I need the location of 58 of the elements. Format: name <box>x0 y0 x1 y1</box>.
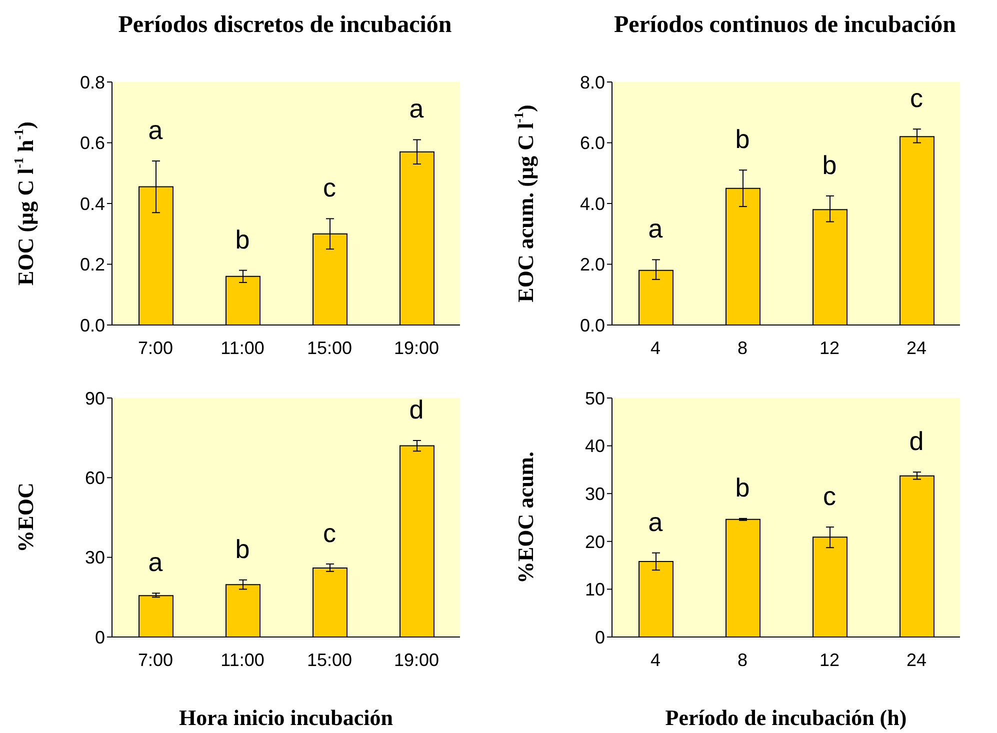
y-tick-label: 4.0 <box>580 194 605 214</box>
y-tick-label: 0.0 <box>580 315 605 336</box>
x-tick-label: 15:00 <box>306 338 352 358</box>
annotation: c <box>323 172 336 203</box>
annotation: a <box>148 114 164 145</box>
x-tick-label: 11:00 <box>220 650 264 670</box>
y-tick-label: 8.0 <box>580 72 605 92</box>
annotation: c <box>823 481 836 512</box>
annotation: a <box>648 506 664 537</box>
x-tick-label: 12 <box>819 650 840 670</box>
y-axis-title: %EOC <box>13 482 38 552</box>
x-tick-label: 11:00 <box>220 338 264 358</box>
y-tick-label: 10 <box>584 580 605 600</box>
y-tick-label: 0.0 <box>80 315 105 336</box>
y-tick-label: 2.0 <box>580 254 605 275</box>
chart-title: Períodos continuos de incubación <box>612 12 958 39</box>
y-tick-label: 0 <box>94 627 105 648</box>
x-axis-title: Período de incubación (h) <box>664 705 908 731</box>
y-tick-label: 20 <box>584 532 605 552</box>
x-tick-label: 4 <box>650 338 661 358</box>
annotation: b <box>822 150 837 180</box>
annotation: d <box>909 426 924 456</box>
y-tick-label: 90 <box>84 388 105 408</box>
y-tick-label: 50 <box>584 388 605 408</box>
y-tick-label: 6.0 <box>580 133 605 154</box>
x-tick-label: 15:00 <box>306 650 352 670</box>
y-tick-label: 30 <box>84 548 105 568</box>
annotation: d <box>409 394 424 424</box>
x-tick-label: 7:00 <box>138 338 174 358</box>
y-tick-label: 30 <box>584 484 605 504</box>
annotation: c <box>323 518 336 548</box>
annotation: b <box>735 472 750 502</box>
y-tick-label: 0 <box>594 627 605 648</box>
x-axis-title: Hora inicio incubación <box>178 705 394 731</box>
annotation: a <box>148 547 164 578</box>
annotation: b <box>235 224 250 254</box>
annotation: a <box>409 94 424 124</box>
x-tick-label: 12 <box>819 338 840 358</box>
annotation: b <box>235 534 250 564</box>
y-axis-title: %EOC acum. <box>513 452 538 584</box>
annotation: c <box>910 83 923 114</box>
x-tick-label: 4 <box>650 650 661 670</box>
x-tick-label: 7:00 <box>138 650 174 670</box>
y-tick-label: 60 <box>84 468 105 488</box>
chart-title: Períodos discretos de incubación <box>117 12 453 39</box>
x-tick-label: 24 <box>906 338 927 358</box>
x-tick-label: 19:00 <box>394 338 440 358</box>
y-tick-label: 0.2 <box>80 254 105 275</box>
annotation: b <box>735 124 750 154</box>
y-tick-label: 0.6 <box>80 133 105 154</box>
x-tick-label: 24 <box>906 650 927 670</box>
y-tick-label: 0.8 <box>80 72 105 92</box>
annotation: a <box>648 214 664 244</box>
y-tick-label: 0.4 <box>80 194 105 214</box>
y-tick-label: 40 <box>584 436 605 456</box>
x-tick-label: 8 <box>737 338 748 358</box>
x-tick-label: 19:00 <box>394 650 440 670</box>
x-tick-label: 8 <box>737 650 748 670</box>
